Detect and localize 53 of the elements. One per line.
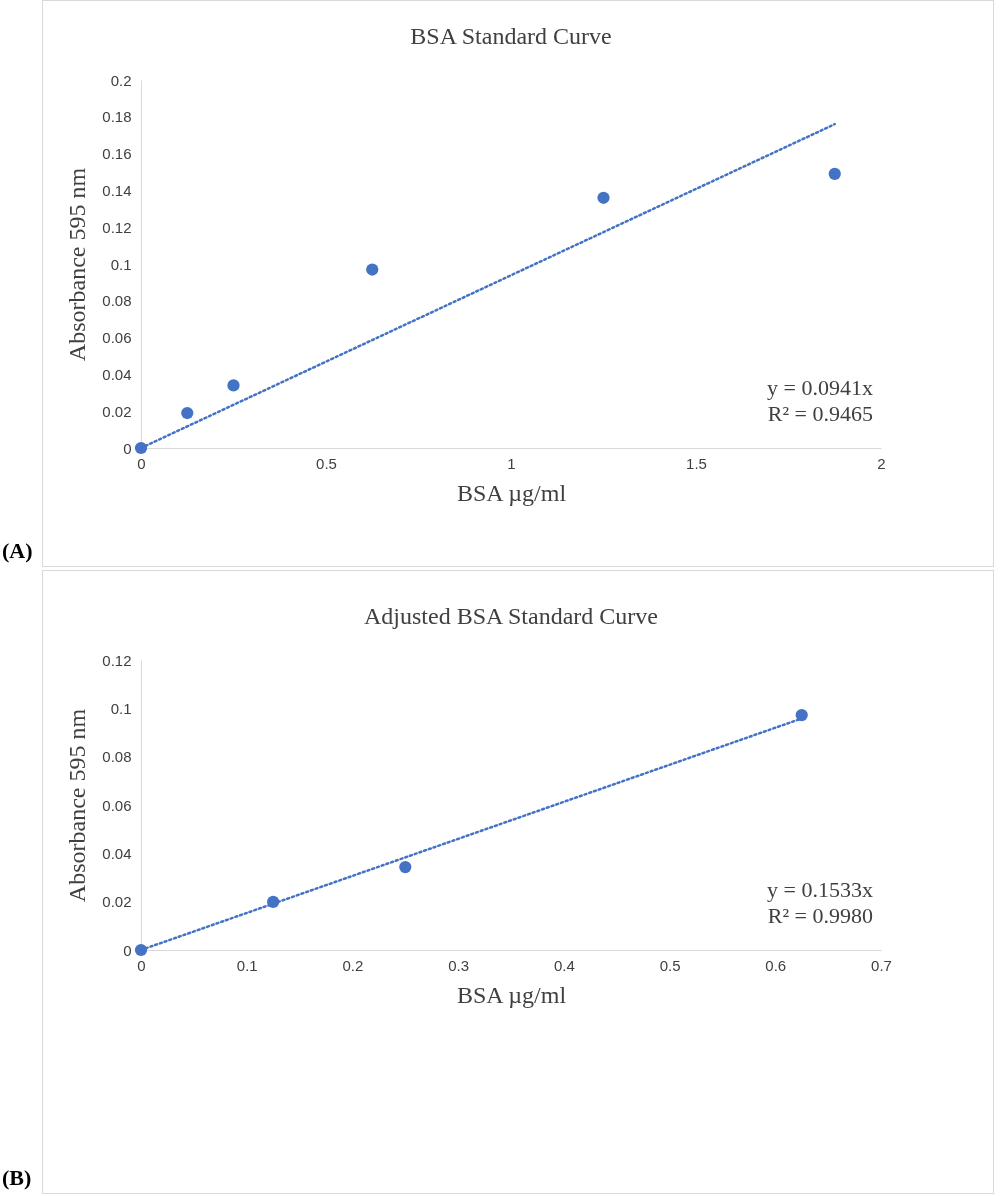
y-tick-label: 0.04 xyxy=(102,365,132,383)
y-tick-label: 0.12 xyxy=(102,218,132,236)
annotation: y = 0.0941x xyxy=(767,375,873,400)
y-tick-label: 0.02 xyxy=(102,402,132,420)
annotation: R² = 0.9465 xyxy=(767,401,873,426)
point xyxy=(134,943,148,957)
chart-title: BSA Standard Curve xyxy=(410,23,612,49)
point xyxy=(399,861,412,874)
y-tick-label: 0 xyxy=(123,439,132,457)
x-tick-label: 0.6 xyxy=(765,956,787,974)
point xyxy=(597,191,610,204)
x-tick-label: 0.4 xyxy=(553,956,575,974)
y-tick-label: 0 xyxy=(123,941,132,959)
x-axis-title: BSA µg/ml xyxy=(456,981,567,1008)
annotation: y = 0.1533x xyxy=(767,877,873,902)
point xyxy=(366,263,379,276)
point xyxy=(828,167,841,180)
x-tick-label: 0.5 xyxy=(316,454,337,472)
x-tick-label: 0.3 xyxy=(448,956,470,974)
x-tick-label: 1 xyxy=(507,454,516,472)
text: (A) xyxy=(2,538,33,563)
point xyxy=(181,406,194,420)
x-tick-label: 2 xyxy=(877,454,886,472)
y-tick-label: 0.1 xyxy=(110,255,132,273)
x-axis-title: BSA µg/ml xyxy=(456,479,567,506)
x-tick-label: 0.7 xyxy=(871,956,892,974)
y-tick-label: 0.2 xyxy=(110,71,132,89)
y-tick-label: 0.16 xyxy=(102,145,132,163)
x-tick-label: 1.5 xyxy=(686,454,707,472)
annotation: R² = 0.9980 xyxy=(767,903,873,928)
x-tick-label: 0.1 xyxy=(236,956,258,974)
y-axis-title: Absorbance 595 nm xyxy=(64,708,91,903)
x-tick-label: 0.2 xyxy=(342,956,364,974)
y-tick-label: 0.12 xyxy=(102,651,132,669)
y-tick-label: 0.06 xyxy=(102,329,132,347)
x-tick-label: 0.5 xyxy=(659,956,681,974)
y-axis-title: Absorbance 595 nm xyxy=(64,167,91,362)
x-tick-label: 0 xyxy=(137,956,146,974)
x-tick-label: 0 xyxy=(137,454,146,472)
y-tick-label: 0.08 xyxy=(102,292,132,310)
y-tick-label: 0.14 xyxy=(102,181,132,199)
y-tick-label: 0.02 xyxy=(102,893,132,911)
chart-title: Adjusted BSA Standard Curve xyxy=(364,603,658,629)
point xyxy=(227,379,240,392)
y-tick-label: 0.18 xyxy=(102,108,132,126)
y-tick-label: 0.06 xyxy=(102,796,132,814)
text: (B) xyxy=(2,1165,32,1190)
point xyxy=(795,708,808,722)
y-tick-label: 0.08 xyxy=(102,748,132,766)
y-tick-label: 0.1 xyxy=(110,699,132,717)
point xyxy=(267,895,280,909)
y-tick-label: 0.04 xyxy=(102,844,132,862)
point xyxy=(134,441,148,455)
